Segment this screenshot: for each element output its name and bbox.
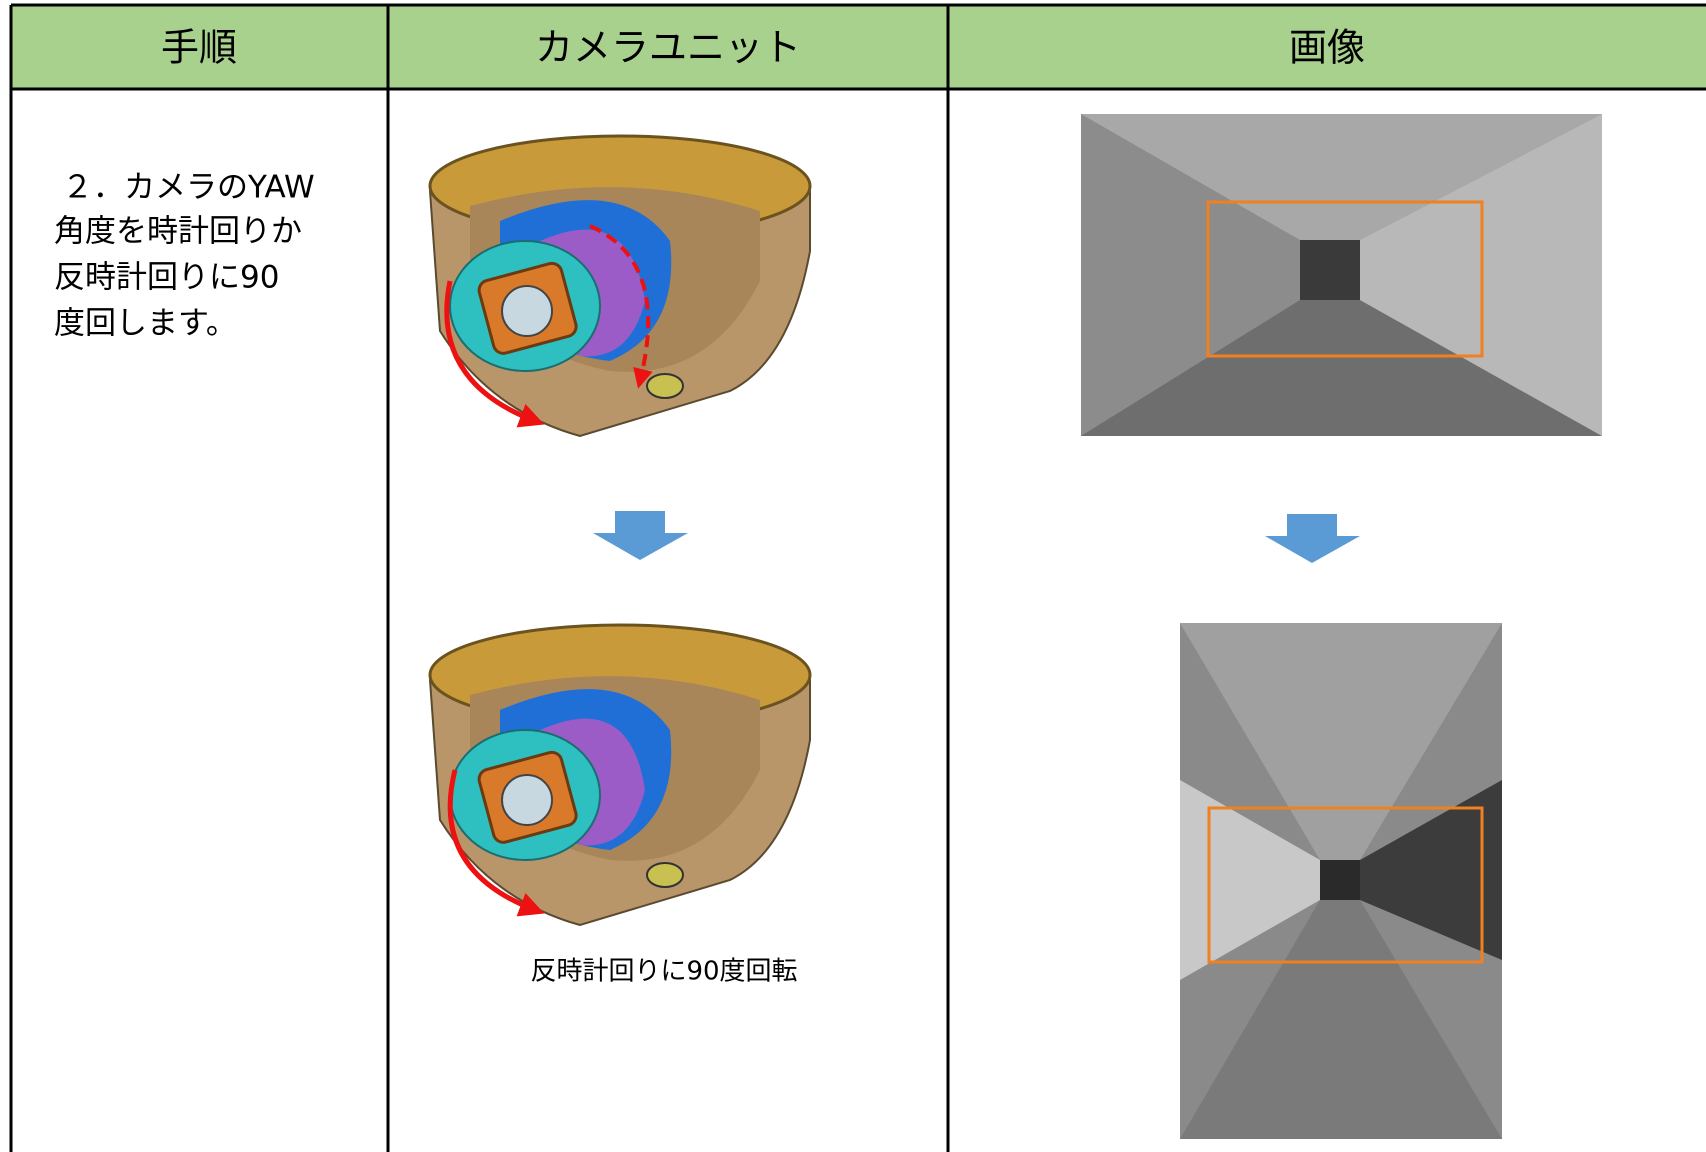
down-arrow xyxy=(1265,514,1360,563)
down-arrow xyxy=(593,511,688,560)
header-row xyxy=(11,5,1706,89)
corridor-image xyxy=(1180,623,1502,1139)
step-text: 反時計回りに90 xyxy=(54,260,279,296)
header-cell: 画像 xyxy=(1289,26,1365,70)
step-text: 度回します。 xyxy=(54,306,237,342)
camera-illustration xyxy=(428,623,812,927)
step-text: ２．カメラのYAW xyxy=(62,170,315,206)
table-borders xyxy=(9,3,1706,1152)
header-cell: カメラユニット xyxy=(535,26,801,70)
step-text: 角度を時計回りか xyxy=(54,214,302,250)
header-cell: 手順 xyxy=(161,26,237,70)
caption: 反時計回りに90度回転 xyxy=(530,957,797,987)
camera-illustration xyxy=(428,134,812,438)
corridor-image xyxy=(1081,114,1602,436)
